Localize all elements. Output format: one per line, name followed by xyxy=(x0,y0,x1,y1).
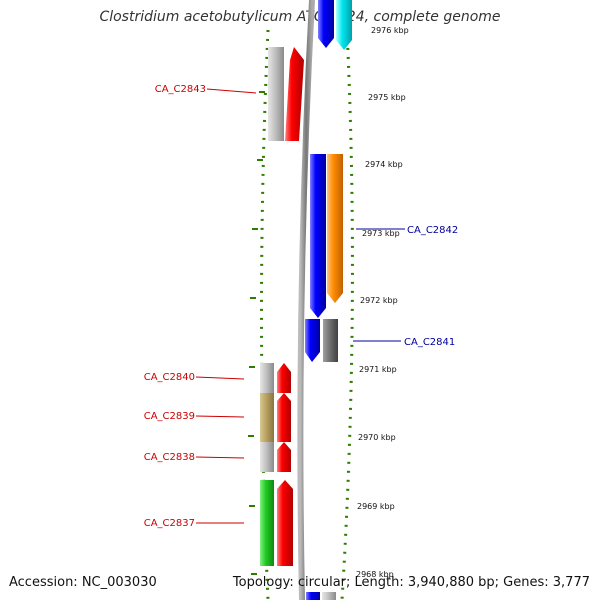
genome-summary-text: Topology: circular; Length: 3,940,880 bp… xyxy=(232,575,590,590)
gene-CA_C2837-b xyxy=(277,480,293,566)
gene-leader-lines xyxy=(195,88,405,524)
gene-block-cyan xyxy=(336,0,352,50)
gene-CA_C2841-a xyxy=(305,319,320,362)
gene-label[interactable]: CA_C2840 xyxy=(144,372,195,383)
tick-label: 2973 kbp xyxy=(362,229,400,238)
gene-label[interactable]: CA_C2842 xyxy=(407,225,458,236)
gene-CA_C2838-a xyxy=(260,442,274,472)
tick-label: 2972 kbp xyxy=(360,296,398,305)
tick-label: 2976 kbp xyxy=(371,26,409,35)
gene-CA_C2840-b xyxy=(277,363,291,393)
gene-label[interactable]: CA_C2837 xyxy=(144,518,195,529)
gene-CA_C2843-b xyxy=(285,47,304,141)
gene-CA_C2837-a xyxy=(260,480,274,566)
gene-label[interactable]: CA_C2839 xyxy=(144,411,195,422)
gene-block-blue-top xyxy=(318,0,334,48)
scale-labels: 2976 kbp 2975 kbp 2974 kbp 2973 kbp 2972… xyxy=(356,26,409,579)
gene-block-bottom-gray xyxy=(322,592,336,600)
ruler-circle-outer xyxy=(340,29,354,600)
gene-CA_C2839-a xyxy=(260,393,274,442)
gene-CA_C2839-b xyxy=(277,393,291,442)
gene-CA_C2842-a xyxy=(310,154,326,318)
tick-label: 2970 kbp xyxy=(358,433,396,442)
gene-label[interactable]: CA_C2838 xyxy=(144,452,195,463)
gene-CA_C2842-b xyxy=(327,154,343,303)
accession-text: Accession: NC_003030 xyxy=(9,575,157,590)
gene-block-bottom xyxy=(306,592,320,600)
gene-labels: CA_C2843 CA_C2842 CA_C2841 CA_C2840 CA_C… xyxy=(144,84,459,529)
gene-label[interactable]: CA_C2843 xyxy=(155,84,206,95)
tick-label: 2968 kbp xyxy=(356,570,394,579)
gene-label[interactable]: CA_C2841 xyxy=(404,337,455,348)
gene-CA_C2841-b xyxy=(323,319,338,362)
gene-CA_C2843-a xyxy=(268,47,284,141)
gene-CA_C2840-a xyxy=(260,363,274,393)
ruler-ticks-inner xyxy=(248,91,265,575)
gene-features xyxy=(260,0,352,600)
tick-label: 2974 kbp xyxy=(365,160,403,169)
tick-label: 2975 kbp xyxy=(368,93,406,102)
tick-label: 2969 kbp xyxy=(357,502,395,511)
gene-CA_C2838-b xyxy=(277,442,291,472)
genome-backbone xyxy=(297,0,315,600)
tick-label: 2971 kbp xyxy=(359,365,397,374)
map-title: Clostridium acetobutylicum ATCC 824, com… xyxy=(99,9,501,25)
